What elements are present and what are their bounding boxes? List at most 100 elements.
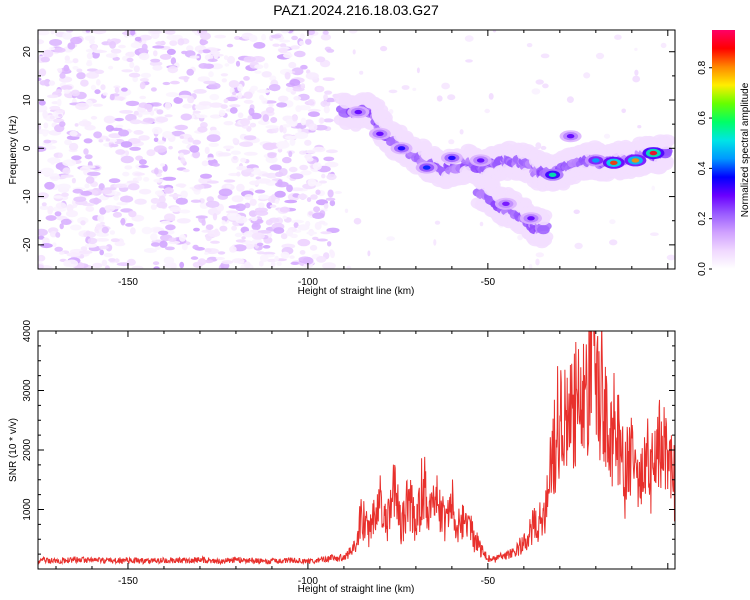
spectrogram-cell (229, 104, 241, 108)
spectrogram-cell (60, 85, 73, 91)
spectrogram-cell (257, 178, 271, 184)
spectrogram-cell (540, 145, 547, 150)
spectrogram-cell (140, 72, 152, 79)
snr-x-axis-label: Height of straight line (km) (298, 584, 415, 595)
spectrogram-cell (484, 108, 491, 114)
spectrogram-cell (59, 223, 64, 230)
spectrogram-cell (465, 59, 473, 63)
spectrogram-cell (657, 137, 673, 150)
spectrogram-cell (210, 63, 223, 70)
spectrogram-cell (197, 126, 208, 133)
spectrogram-cell (84, 154, 93, 160)
spectrogram-y-axis-label: Frequency (Hz) (8, 116, 19, 185)
spectrogram-cell (300, 83, 306, 89)
spectrogram-cell (263, 62, 269, 69)
spectrogram-cell (186, 45, 194, 52)
spectrogram-cell (248, 34, 258, 43)
spectrogram-cell (528, 263, 533, 269)
spectrogram-cell (169, 40, 178, 46)
spectrogram-cell (59, 251, 65, 255)
spectrogram-cell (243, 231, 254, 238)
spectrogram-cell (304, 139, 312, 146)
spectrogram-cell (175, 183, 187, 188)
spectrogram-cell (291, 67, 304, 76)
spectrogram-cell (256, 251, 265, 255)
spectrogram-cell (134, 198, 147, 205)
spectrogram-cell (289, 255, 295, 259)
spectrogram-cell (170, 57, 177, 65)
spectrogram-cell (310, 194, 318, 200)
spectrogram-cell (72, 66, 79, 70)
spectrogram-cell (200, 173, 212, 179)
spectrogram-cell (74, 123, 79, 127)
spectrogram-cell (666, 254, 675, 261)
spectrogram-cell (169, 206, 181, 213)
spectrogram-cell (104, 265, 110, 269)
spectrogram-cell (87, 171, 101, 176)
spectrogram-cell (251, 216, 258, 222)
spectrogram-cell (250, 85, 258, 92)
spectrogram-cell (566, 134, 575, 139)
spectrogram-cell (137, 113, 143, 118)
spectrogram-cell (492, 30, 497, 33)
spectrogram-cell (193, 184, 205, 190)
tick-label: -50 (481, 277, 496, 288)
spectrogram-cell (243, 56, 256, 63)
spectrogram-cell (151, 126, 163, 135)
spectrogram-cell (292, 114, 298, 122)
spectrogram-cell (150, 204, 157, 210)
spectrogram-cell (220, 104, 228, 109)
spectrogram-cell (225, 210, 239, 214)
spectrogram-cell (282, 156, 292, 164)
spectrogram-cell (158, 185, 165, 189)
spectrogram-cell (179, 261, 185, 269)
spectrogram-cell (168, 145, 173, 150)
tick-label: 0.4 (697, 161, 708, 175)
tick-label: 2000 (22, 438, 33, 461)
spectrogram-cell (610, 160, 618, 165)
spectrogram-cell (129, 146, 142, 151)
spectrogram-cell (221, 78, 227, 83)
spectrogram-cell (251, 222, 261, 231)
spectrogram-cell (218, 109, 226, 117)
spectrogram-cell (38, 264, 44, 269)
spectrogram-cell (319, 117, 325, 124)
spectrogram-cell (139, 95, 147, 100)
spectrogram-cell (81, 165, 96, 169)
spectrogram-cell (324, 161, 339, 168)
spectrogram-cell (159, 53, 172, 60)
spectrogram-cell (162, 131, 173, 139)
spectrogram-cell (63, 89, 71, 94)
spectrogram-cell (153, 50, 158, 57)
spectrogram-cell (143, 177, 150, 182)
spectrogram-cell (323, 203, 329, 209)
spectrogram-cell (86, 52, 93, 60)
spectrogram-cell (70, 89, 80, 97)
spectrogram-cell (189, 55, 200, 59)
spectrogram-cell (265, 125, 279, 129)
spectrogram-cell (299, 33, 305, 40)
spectrogram-cell (282, 126, 287, 134)
spectrogram-cell (69, 130, 78, 137)
spectrogram-cell (280, 251, 290, 259)
spectrogram-cell (66, 252, 81, 257)
spectrogram-cell (251, 232, 265, 240)
spectrogram-cell (179, 135, 184, 139)
spectrogram-cell (118, 44, 126, 49)
spectrogram-cell (107, 205, 122, 210)
spectrogram-cell (57, 183, 71, 190)
spectrogram-cell (221, 220, 226, 225)
spectrogram-cell (128, 72, 141, 78)
spectrogram-cell (154, 190, 165, 196)
spectrogram-cell (223, 121, 234, 126)
spectrogram-cell (236, 183, 245, 192)
spectrogram-cell (114, 117, 124, 122)
spectrogram-cell (129, 61, 135, 69)
spectrogram-cell (210, 240, 220, 244)
tick-label: 0.8 (697, 60, 708, 74)
spectrogram-cell (176, 218, 191, 224)
spectrogram-cell (289, 138, 296, 146)
spectrogram-cell (380, 45, 388, 52)
spectrogram-cell (197, 258, 207, 266)
spectrogram-cell (299, 40, 305, 46)
